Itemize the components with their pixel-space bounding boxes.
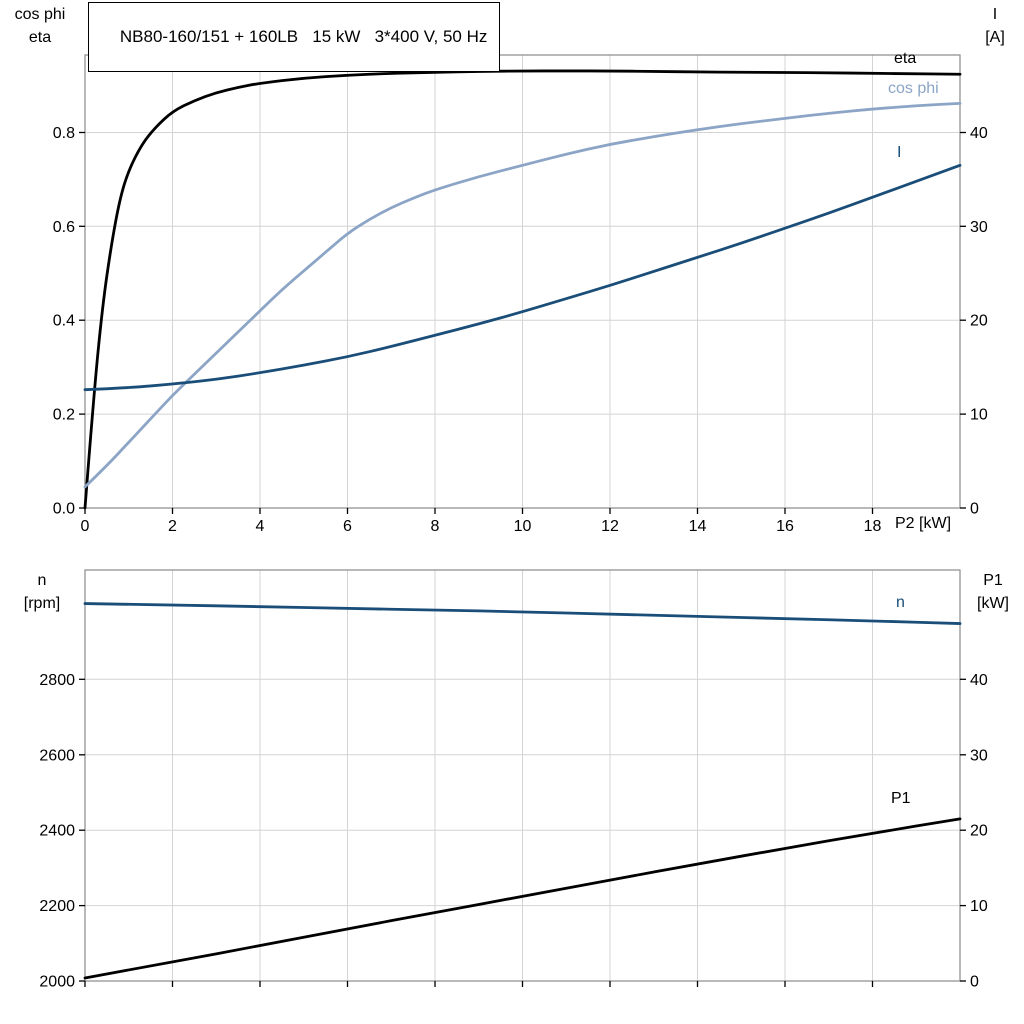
gridlines	[85, 570, 960, 981]
left-tick-label: 0.8	[53, 125, 75, 142]
left-tick-label: 2200	[39, 898, 75, 915]
series-curve-n	[83, 602, 962, 625]
right-tick-label: 20	[970, 823, 988, 840]
series-label-current: I	[897, 144, 902, 161]
axis-title-speed: n	[37, 572, 47, 589]
series-curve-p1	[83, 817, 962, 980]
left-tick-label: 0.4	[53, 313, 75, 330]
left-tick-label: 2000	[39, 974, 75, 991]
series-label-eta: eta	[894, 50, 917, 67]
x-tick-label: 12	[601, 518, 619, 535]
left-tick-label: 2800	[39, 672, 75, 689]
top-left-axis-title: cos phi eta	[2, 3, 78, 49]
right-tick-label: 30	[970, 219, 988, 236]
bottom-chart: 2000 2200 2400 2600 2800 0 10 20 30 40	[39, 569, 988, 991]
bottom-right-axis-title: P1 [kW]	[966, 569, 1020, 615]
series-label-p1: P1	[891, 790, 911, 807]
left-tick-label: 2400	[39, 823, 75, 840]
gridlines	[85, 55, 960, 508]
chart-title: NB80-160/151 + 160LB 15 kW 3*400 V, 50 H…	[119, 27, 488, 46]
chart-title-box: NB80-160/151 + 160LB 15 kW 3*400 V, 50 H…	[88, 2, 501, 72]
axis-title-p1: P1	[983, 572, 1003, 589]
x-tick-label: 0	[81, 518, 90, 535]
series-curve-eta	[83, 69, 962, 510]
x-tick-label: 16	[776, 518, 794, 535]
x-tick-label: 8	[431, 518, 440, 535]
series-curve-i	[83, 163, 962, 392]
left-tick-label: 0.6	[53, 219, 75, 236]
top-right-axis-title: I [A]	[970, 3, 1020, 49]
axis-title-speed-unit: [rpm]	[23, 595, 61, 612]
left-tick-label: 0.0	[53, 501, 75, 518]
x-tick-label: 4	[256, 518, 265, 535]
left-tick-label: 2600	[39, 747, 75, 764]
right-tick-label: 0	[970, 501, 979, 518]
axis-title-cos-phi: cos phi	[14, 6, 66, 23]
series-label-speed: n	[896, 594, 905, 611]
axis-title-p1-unit: [kW]	[977, 595, 1009, 612]
tick-labels: 0.0 0.2 0.4 0.6 0.8 0 10 20 30 40 0 2 4 6 8 10 12 14 16 18	[53, 125, 988, 535]
x-axis-title: P2 [kW]	[895, 515, 952, 532]
axis-title-current-unit: [A]	[985, 29, 1005, 46]
x-tick-label: 18	[864, 518, 882, 535]
x-tick-label: 14	[689, 518, 707, 535]
top-chart: 0.0 0.2 0.4 0.6 0.8 0 10 20 30 40 0 2 4 6 8 10 12 14 16 18	[53, 54, 988, 535]
right-tick-label: 40	[970, 125, 988, 142]
axis-title-eta: eta	[28, 29, 52, 46]
series-curve-cos-phi	[83, 101, 962, 489]
x-tick-label: 2	[168, 518, 177, 535]
right-tick-label: 30	[970, 747, 988, 764]
right-tick-label: 0	[970, 974, 979, 991]
left-tick-label: 0.2	[53, 407, 75, 424]
x-tick-label: 10	[514, 518, 532, 535]
series-label-cos-phi: cos phi	[888, 80, 939, 97]
bottom-left-axis-title: n [rpm]	[6, 569, 78, 615]
right-tick-label: 20	[970, 313, 988, 330]
axis-title-current: I	[992, 6, 998, 23]
right-tick-label: 10	[970, 898, 988, 915]
right-tick-label: 40	[970, 672, 988, 689]
right-tick-label: 10	[970, 407, 988, 424]
x-tick-label: 6	[343, 518, 352, 535]
tick-labels: 2000 2200 2400 2600 2800 0 10 20 30 40	[39, 672, 987, 991]
